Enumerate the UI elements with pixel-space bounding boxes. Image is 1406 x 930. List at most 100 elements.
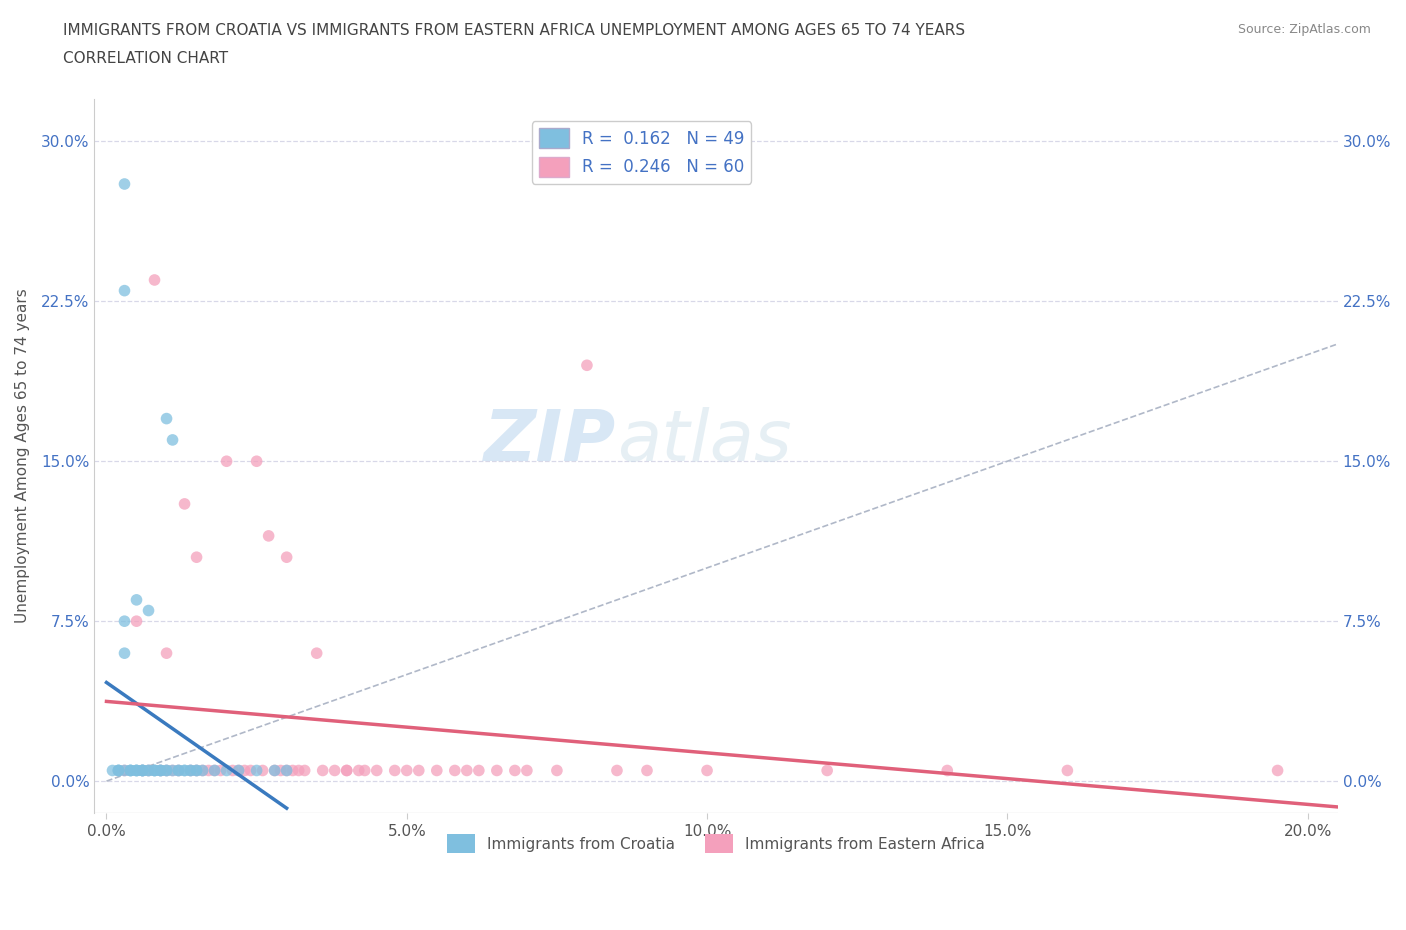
Point [173, 763, 195, 777]
Point [149, 763, 172, 777]
Point [204, 763, 226, 777]
Point [155, 763, 177, 777]
Point [443, 763, 465, 777]
Point [366, 763, 388, 777]
Point [546, 763, 568, 777]
Point [138, 763, 160, 777]
Point [276, 550, 298, 565]
Point [120, 763, 142, 777]
Point [204, 763, 226, 777]
Text: CORRELATION CHART: CORRELATION CHART [63, 51, 228, 66]
Point [209, 763, 232, 777]
Point [131, 763, 153, 777]
Point [516, 763, 538, 777]
Point [575, 358, 598, 373]
Point [287, 763, 309, 777]
Point [246, 763, 269, 777]
Point [131, 763, 153, 777]
Point [138, 763, 160, 777]
Point [180, 763, 202, 777]
Point [191, 763, 214, 777]
Point [294, 763, 316, 777]
Point [936, 763, 959, 777]
Point [503, 763, 526, 777]
Point [408, 763, 430, 777]
Point [131, 763, 153, 777]
Point [114, 614, 136, 629]
Point [120, 763, 142, 777]
Point [485, 763, 508, 777]
Point [114, 284, 136, 299]
Point [167, 763, 190, 777]
Point [173, 497, 195, 512]
Point [155, 645, 177, 660]
Point [149, 763, 172, 777]
Point [384, 763, 406, 777]
Point [456, 763, 478, 777]
Point [186, 763, 208, 777]
Point [246, 454, 269, 469]
Point [138, 603, 160, 618]
Point [186, 550, 208, 565]
Point [114, 177, 136, 192]
Point [114, 763, 136, 777]
Point [336, 763, 359, 777]
Point [228, 763, 250, 777]
Point [101, 763, 124, 777]
Point [114, 763, 136, 777]
Text: Source: ZipAtlas.com: Source: ZipAtlas.com [1237, 23, 1371, 36]
Point [228, 763, 250, 777]
Point [215, 763, 238, 777]
Point [180, 763, 202, 777]
Point [276, 763, 298, 777]
Point [167, 763, 190, 777]
Point [143, 763, 166, 777]
Point [263, 763, 285, 777]
Point [636, 763, 658, 777]
Legend: Immigrants from Croatia, Immigrants from Eastern Africa: Immigrants from Croatia, Immigrants from… [441, 829, 991, 859]
Point [155, 763, 177, 777]
Point [107, 763, 129, 777]
Point [233, 763, 256, 777]
Point [162, 763, 184, 777]
Point [815, 763, 838, 777]
Text: ZIP: ZIP [484, 407, 617, 476]
Point [191, 763, 214, 777]
Point [120, 763, 142, 777]
Point [1056, 763, 1078, 777]
Point [696, 763, 718, 777]
Point [323, 763, 346, 777]
Point [312, 763, 335, 777]
Point [125, 763, 148, 777]
Y-axis label: Unemployment Among Ages 65 to 74 years: Unemployment Among Ages 65 to 74 years [15, 288, 30, 623]
Point [336, 763, 359, 777]
Point [162, 763, 184, 777]
Point [125, 763, 148, 777]
Point [186, 763, 208, 777]
Point [305, 645, 328, 660]
Text: IMMIGRANTS FROM CROATIA VS IMMIGRANTS FROM EASTERN AFRICA UNEMPLOYMENT AMONG AGE: IMMIGRANTS FROM CROATIA VS IMMIGRANTS FR… [63, 23, 966, 38]
Point [270, 763, 292, 777]
Point [281, 763, 304, 777]
Point [149, 763, 172, 777]
Point [197, 763, 219, 777]
Point [125, 592, 148, 607]
Point [143, 763, 166, 777]
Point [239, 763, 262, 777]
Point [1267, 763, 1289, 777]
Point [155, 411, 177, 426]
Point [426, 763, 449, 777]
Point [167, 763, 190, 777]
Point [131, 763, 153, 777]
Point [347, 763, 370, 777]
Point [606, 763, 628, 777]
Point [252, 763, 274, 777]
Point [186, 763, 208, 777]
Point [468, 763, 491, 777]
Point [221, 763, 243, 777]
Text: atlas: atlas [617, 407, 792, 476]
Point [173, 763, 195, 777]
Point [131, 763, 153, 777]
Point [138, 763, 160, 777]
Point [215, 454, 238, 469]
